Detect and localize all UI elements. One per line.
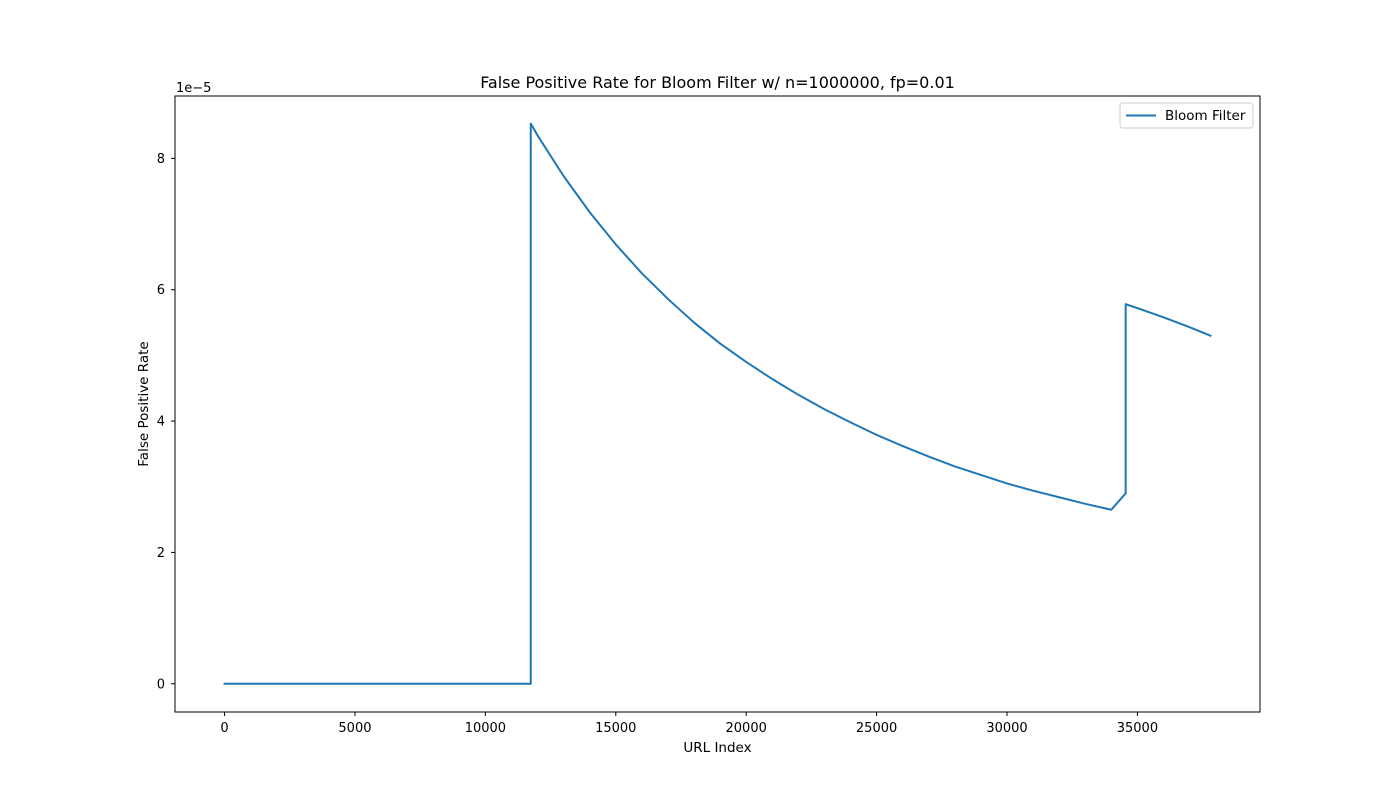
y-tick-label: 8 (157, 152, 165, 167)
x-tick-label: 35000 (1117, 721, 1158, 736)
y-axis-offset-label: 1e−5 (176, 81, 211, 96)
x-tick-label: 0 (220, 721, 228, 736)
series-line-bloom-filter (223, 122, 1212, 685)
y-axis-label: False Positive Rate (136, 341, 152, 466)
x-tick-label: 25000 (856, 721, 897, 736)
x-axis-ticks: 0 5000 10000 15000 20000 25000 30000 35000 (220, 712, 1158, 736)
plot-area-frame (174, 95, 1261, 713)
chart-title: False Positive Rate for Bloom Filter w/ … (480, 73, 955, 92)
x-tick-label: 10000 (465, 721, 506, 736)
y-axis-ticks: 0 2 4 6 8 (157, 152, 175, 692)
legend: Bloom Filter (1119, 102, 1254, 129)
x-tick-label: 5000 (338, 721, 371, 736)
y-tick-label: 6 (157, 283, 165, 298)
legend-label: Bloom Filter (1165, 108, 1246, 124)
y-tick-label: 2 (157, 546, 165, 561)
x-tick-label: 30000 (986, 721, 1027, 736)
x-axis-label: URL Index (683, 740, 751, 756)
y-tick-label: 0 (157, 677, 165, 692)
x-tick-label: 20000 (726, 721, 767, 736)
series-layer (223, 122, 1212, 685)
legend-box (1119, 102, 1254, 129)
x-tick-label: 15000 (595, 721, 636, 736)
y-tick-label: 4 (157, 415, 165, 430)
